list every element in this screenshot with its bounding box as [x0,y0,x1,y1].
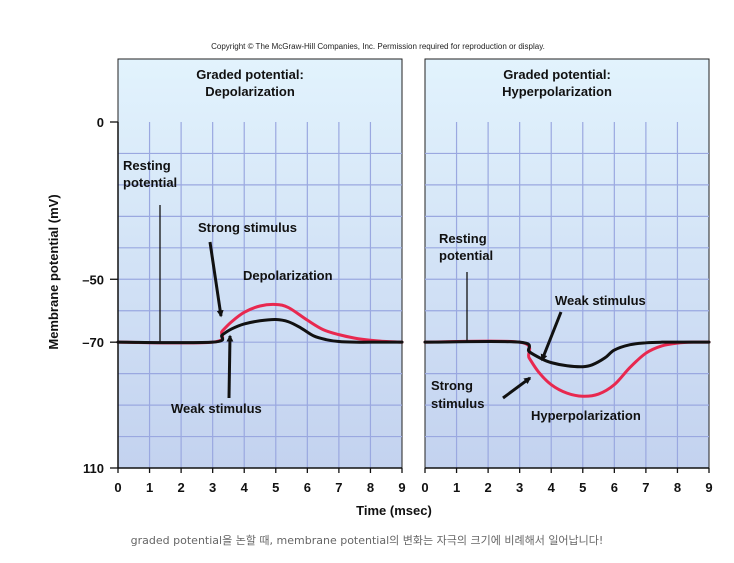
strong-stimulus-label-line-1: Strong [431,378,473,393]
x-tick-label: 2 [177,480,184,495]
panel-title-line-1: Graded potential: [503,67,611,82]
plot-area-hyperpolarization [424,58,710,469]
x-tick-label: 5 [272,480,279,495]
y-axis: 0 –50 –70 110 [82,115,119,476]
weak-stimulus-arrow [540,311,563,362]
weak-stimulus-curve [116,318,404,345]
x-tick-label: 9 [705,480,712,495]
strong-stimulus-label: Strong stimulus [198,220,297,235]
hyperpolarization-panel: Graded potential: Hyperpolarization Rest… [423,58,711,469]
x-axis-title: Time (msec) [356,503,432,518]
strong-stimulus-arrow [208,241,224,318]
resting-potential-label-line-2: potential [439,248,493,263]
x-tick-label: 4 [548,480,556,495]
graded-potential-figure: Copyright © The McGraw-Hill Companies, I… [46,42,713,518]
y-tick-label: –50 [82,272,104,287]
x-tick-label: 6 [304,480,311,495]
weak-stimulus-label: Weak stimulus [555,293,646,308]
strong-stimulus-label-line-2: stimulus [431,396,484,411]
resting-potential-label-line-2: potential [123,175,177,190]
x-tick-label: 0 [421,480,428,495]
y-tick-label: –70 [82,335,104,350]
x-tick-label: 8 [674,480,681,495]
x-tick-label: 7 [642,480,649,495]
y-tick-label: 110 [83,461,104,476]
copyright-notice: Copyright © The McGraw-Hill Companies, I… [211,42,545,51]
depolarization-panel: Graded potential: Depolarization Resting… [116,58,404,469]
x-tick-label: 1 [146,480,153,495]
weak-stimulus-arrow [226,334,234,399]
x-tick-label: 8 [367,480,374,495]
plot-area-depolarization [117,58,403,469]
x-tick-label: 1 [453,480,460,495]
x-tick-label: 3 [209,480,216,495]
y-axis-title: Membrane potential (mV) [46,194,61,349]
x-tick-label: 3 [516,480,523,495]
x-tick-label: 0 [114,480,121,495]
y-tick-label: 0 [97,115,104,130]
weak-stimulus-curve [423,339,711,369]
x-tick-label: 4 [241,480,249,495]
strong-stimulus-curve [423,339,711,398]
x-tick-label: 6 [611,480,618,495]
hyperpolarization-label: Hyperpolarization [531,408,641,423]
resting-potential-label-line-1: Resting [439,231,487,246]
x-tick-label: 7 [335,480,342,495]
x-axis: 0 1 2 3 4 5 6 7 8 9 0 1 2 3 4 5 6 7 8 9 [114,467,713,495]
x-tick-label: 5 [579,480,586,495]
weak-stimulus-label: Weak stimulus [171,401,262,416]
panel-title-line-2: Hyperpolarization [502,84,612,99]
panel-title-line-1: Graded potential: [196,67,304,82]
strong-stimulus-curve [116,302,404,345]
x-tick-label: 9 [398,480,405,495]
depolarization-label: Depolarization [243,268,333,283]
figure-caption: graded potential을 논할 때, membrane potenti… [130,534,604,547]
resting-potential-label-line-1: Resting [123,158,171,173]
x-tick-label: 2 [484,480,491,495]
strong-stimulus-arrow [502,376,532,400]
panel-title-line-2: Depolarization [205,84,295,99]
